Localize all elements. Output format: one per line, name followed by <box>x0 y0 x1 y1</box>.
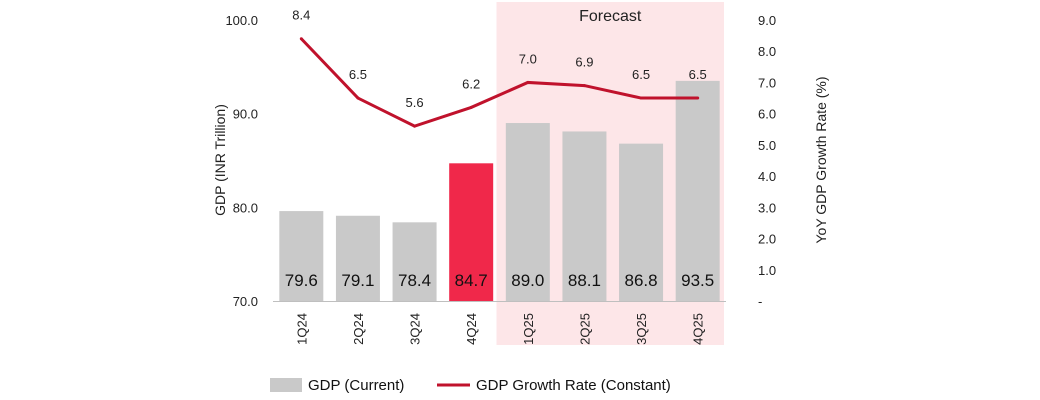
growth-rate-point <box>299 37 303 41</box>
y2-tick-label: - <box>758 294 762 309</box>
bar-data-label: 79.1 <box>341 271 374 290</box>
growth-rate-label: 6.2 <box>462 76 480 91</box>
x-tick-label: 3Q25 <box>634 313 649 345</box>
y2-tick-label: 1.0 <box>758 263 776 278</box>
growth-rate-label: 8.4 <box>292 8 310 23</box>
growth-rate-label: 6.5 <box>689 67 707 82</box>
growth-rate-label: 7.0 <box>519 51 537 66</box>
y-axis-title: GDP (INR Trillion) <box>212 104 228 216</box>
y2-tick-label: 2.0 <box>758 232 776 247</box>
growth-rate-point <box>469 105 473 109</box>
bar-data-label: 84.7 <box>455 271 488 290</box>
y2-tick-label: 5.0 <box>758 138 776 153</box>
bar-2q25 <box>562 131 607 301</box>
y2-tick-label: 9.0 <box>758 13 776 28</box>
x-tick-label: 2Q24 <box>351 313 366 345</box>
x-tick-label: 4Q24 <box>464 313 479 345</box>
y2-axis-title: YoY GDP Growth Rate (%) <box>813 76 829 243</box>
bar-1q25 <box>505 123 550 302</box>
x-tick-label: 1Q25 <box>521 313 536 345</box>
growth-rate-point <box>356 96 360 100</box>
x-tick-label: 3Q24 <box>408 313 423 345</box>
growth-rate-point <box>582 84 586 88</box>
forecast-label: Forecast <box>579 8 642 25</box>
y2-tick-label: 7.0 <box>758 75 776 90</box>
bar-3q24 <box>392 222 437 301</box>
x-tick-label: 1Q24 <box>294 313 309 345</box>
bar-4q25 <box>675 80 720 301</box>
y2-tick-label: 6.0 <box>758 107 776 122</box>
y-tick-label: 80.0 <box>233 200 258 215</box>
x-tick-label: 2Q25 <box>577 313 592 345</box>
legend-label-growth: GDP Growth Rate (Constant) <box>476 377 671 394</box>
growth-rate-label: 6.9 <box>575 55 593 70</box>
bar-data-label: 79.6 <box>285 271 318 290</box>
y-tick-label: 90.0 <box>233 107 258 122</box>
growth-rate-line <box>300 37 698 128</box>
growth-rate-point <box>696 96 700 100</box>
y2-tick-label: 4.0 <box>758 169 776 184</box>
y-tick-label: 100.0 <box>225 13 258 28</box>
bar-3q25 <box>619 143 664 301</box>
bar-data-label: 89.0 <box>511 271 544 290</box>
growth-rate-point <box>526 80 530 84</box>
growth-rate-label: 6.5 <box>632 67 650 82</box>
bar-data-label: 93.5 <box>681 271 714 290</box>
bar-1q24 <box>279 211 324 301</box>
y-tick-label: 70.0 <box>233 294 258 309</box>
bar-4q24 <box>449 163 494 301</box>
growth-rate-label: 6.5 <box>349 67 367 82</box>
bar-data-label: 78.4 <box>398 271 431 290</box>
growth-rate-point <box>413 124 417 128</box>
x-tick-label: 4Q25 <box>691 313 706 345</box>
y2-tick-label: 8.0 <box>758 44 776 59</box>
y2-tick-label: 3.0 <box>758 200 776 215</box>
legend-label-gdp: GDP (Current) <box>308 377 404 394</box>
bar-data-label: 86.8 <box>625 271 658 290</box>
growth-rate-label: 5.6 <box>406 95 424 110</box>
bar-data-label: 88.1 <box>568 271 601 290</box>
legend-swatch-gdp <box>270 378 302 392</box>
growth-rate-point <box>639 96 643 100</box>
bar-2q24 <box>335 215 380 301</box>
